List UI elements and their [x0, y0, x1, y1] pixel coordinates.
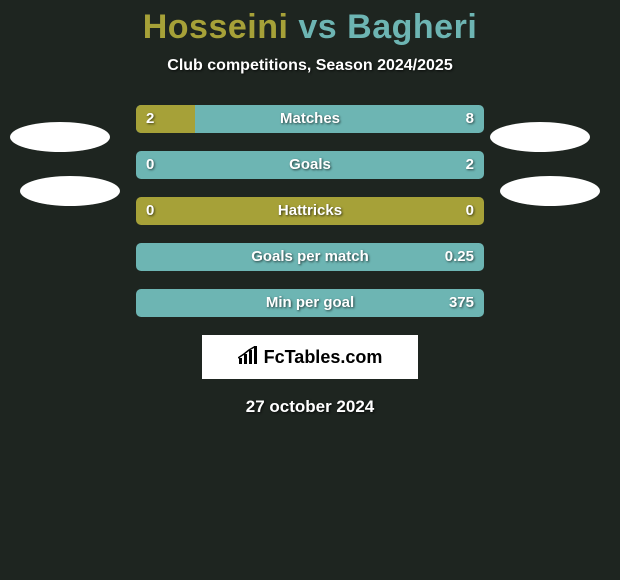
avatar-right-1 [490, 122, 590, 152]
title-player1: Hosseini [143, 8, 289, 46]
bars-icon [238, 346, 260, 369]
avatar-left-2 [20, 176, 120, 206]
logo-box[interactable]: FcTables.com [202, 335, 418, 379]
stat-row: 0Hattricks0 [136, 197, 484, 225]
stat-right-value: 2 [466, 151, 474, 179]
stat-label: Goals per match [136, 243, 484, 271]
stat-label: Min per goal [136, 289, 484, 317]
stat-row: Min per goal375 [136, 289, 484, 317]
stat-row: 2Matches8 [136, 105, 484, 133]
stat-right-value: 0.25 [445, 243, 474, 271]
title-player2: Bagheri [347, 8, 477, 46]
stats-container: 2Matches80Goals20Hattricks0Goals per mat… [136, 105, 484, 317]
stat-row: Goals per match0.25 [136, 243, 484, 271]
stat-label: Matches [136, 105, 484, 133]
avatar-right-2 [500, 176, 600, 206]
stat-label: Hattricks [136, 197, 484, 225]
comparison-title: Hosseini vs Bagheri [0, 0, 620, 47]
logo-text: FcTables.com [264, 347, 383, 368]
stat-right-value: 0 [466, 197, 474, 225]
stat-row: 0Goals2 [136, 151, 484, 179]
stat-right-value: 375 [449, 289, 474, 317]
stat-right-value: 8 [466, 105, 474, 133]
date-label: 27 october 2024 [0, 397, 620, 417]
stat-label: Goals [136, 151, 484, 179]
avatar-left-1 [10, 122, 110, 152]
subtitle: Club competitions, Season 2024/2025 [0, 57, 620, 75]
title-vs: vs [298, 8, 337, 46]
